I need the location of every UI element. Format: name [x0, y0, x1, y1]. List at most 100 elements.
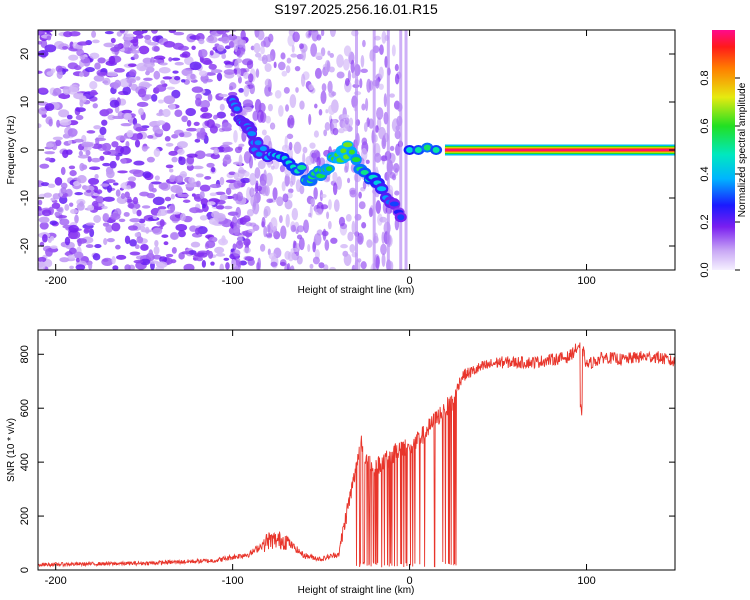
noise-blob — [91, 30, 97, 38]
noise-blob — [195, 180, 201, 188]
noise-blob — [84, 227, 91, 233]
noise-blob — [289, 94, 297, 108]
noise-blob — [303, 219, 309, 234]
noise-blob — [224, 45, 231, 50]
noise-blob — [86, 130, 96, 134]
noise-blob — [236, 67, 241, 79]
noise-blob — [201, 203, 206, 209]
snr-y-axis-label: SNR (10 * v/v) — [6, 418, 17, 482]
noise-blob — [244, 232, 253, 238]
noise-blob — [142, 146, 150, 150]
noise-blob — [74, 214, 79, 224]
noise-blob — [95, 196, 105, 204]
noise-blob — [288, 188, 294, 194]
noise-blob — [381, 30, 387, 44]
noise-blob — [124, 235, 131, 245]
noise-blob — [101, 257, 114, 267]
noise-blob — [144, 38, 152, 44]
noise-blob — [336, 71, 345, 79]
noise-blob — [41, 209, 52, 217]
noise-blob — [308, 84, 314, 91]
noise-blob — [77, 41, 89, 46]
noise-blob — [209, 183, 222, 189]
noise-blob — [171, 89, 181, 99]
noise-blob — [152, 215, 158, 220]
noise-blob — [141, 205, 151, 209]
noise-blob — [127, 176, 137, 182]
noise-blob — [60, 166, 66, 176]
noise-blob — [97, 57, 106, 64]
noise-blob — [94, 137, 107, 142]
noise-blob — [344, 78, 350, 87]
noise-blob — [267, 103, 273, 112]
noise-blob — [256, 185, 263, 192]
noise-blob — [110, 37, 116, 44]
noise-blob — [135, 34, 144, 39]
noise-blob — [232, 249, 241, 257]
drift-core — [326, 166, 333, 172]
colorbar-tick-label: 0.6 — [699, 118, 711, 133]
noise-blob — [165, 164, 174, 169]
colorbar-gradient — [712, 30, 735, 270]
noise-blob — [265, 172, 273, 187]
noise-blob — [157, 206, 167, 210]
x-tick-label: -200 — [45, 575, 67, 587]
noise-blob — [202, 113, 210, 117]
noise-blob — [126, 130, 134, 138]
noise-blob — [68, 54, 79, 61]
drift-core — [376, 186, 387, 192]
noise-blob — [188, 250, 197, 255]
noise-blob — [186, 155, 195, 165]
noise-blob — [94, 243, 102, 249]
noise-blob — [295, 87, 299, 93]
noise-blob — [360, 54, 365, 68]
noise-blob — [375, 78, 380, 89]
noise-blob — [46, 143, 55, 148]
noise-blob — [289, 266, 294, 270]
noise-blob — [362, 39, 366, 48]
noise-blob — [344, 116, 350, 125]
noise-blob — [159, 219, 165, 228]
noise-blob — [168, 57, 173, 62]
noise-blob — [153, 70, 161, 80]
noise-blob — [102, 196, 115, 202]
noise-blob — [233, 172, 240, 180]
noise-blob — [223, 69, 236, 75]
noise-blob — [280, 52, 286, 60]
noise-blob — [305, 155, 314, 166]
noise-blob — [215, 252, 226, 257]
noise-blob — [365, 97, 369, 112]
noise-blob — [39, 222, 49, 230]
noise-blob — [357, 258, 362, 263]
noise-blob — [196, 252, 208, 258]
noise-blob — [163, 95, 176, 105]
noise-blob — [150, 181, 162, 185]
noise-blob — [314, 67, 322, 79]
noise-blob — [154, 175, 160, 181]
noise-blob — [309, 263, 314, 269]
noise-blob — [223, 257, 230, 261]
noise-blob — [151, 187, 157, 193]
noise-blob — [38, 40, 43, 45]
noise-blob — [175, 187, 183, 196]
noise-blob — [196, 131, 202, 140]
noise-blob — [126, 78, 137, 84]
drift-core — [297, 164, 307, 170]
noise-blob — [270, 261, 278, 267]
noise-blob — [79, 71, 84, 78]
noise-blob — [123, 40, 131, 48]
noise-blob — [286, 175, 291, 185]
noise-blob — [332, 171, 338, 183]
noise-blob — [316, 156, 321, 167]
noise-blob — [60, 186, 67, 195]
noise-blob — [120, 193, 126, 200]
noise-blob — [165, 142, 174, 147]
noise-blob — [64, 203, 70, 211]
noise-blob — [284, 250, 291, 260]
noise-blob — [322, 228, 327, 241]
noise-blob — [281, 70, 288, 77]
noise-blob — [125, 140, 130, 148]
noise-blob — [89, 81, 98, 90]
noise-blob — [164, 196, 172, 202]
x-tick-label: 0 — [407, 275, 413, 287]
